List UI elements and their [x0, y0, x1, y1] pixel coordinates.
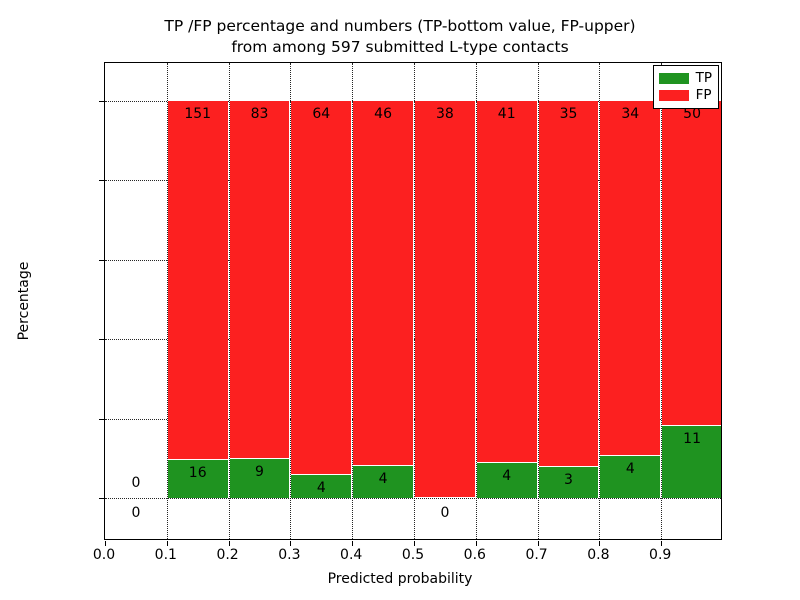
bar-segment-fp — [353, 101, 413, 466]
x-axis-tick-label: 0.8 — [587, 547, 610, 563]
bar-value-label-tp: 0 — [131, 505, 141, 521]
bar-segment-tp — [291, 474, 352, 498]
y-axis-tick — [99, 259, 105, 261]
gridline-vertical — [352, 63, 354, 539]
bar-value-label-fp: 0 — [131, 475, 141, 491]
x-axis-tick-label: 0.1 — [154, 547, 177, 563]
gridline-horizontal — [105, 498, 721, 499]
gridline-vertical — [475, 63, 477, 539]
x-axis-tick — [661, 541, 663, 546]
bar-segment-fp — [600, 101, 661, 456]
gridline-vertical — [599, 63, 601, 539]
bar-segment-tp — [600, 456, 661, 498]
gridline-horizontal — [105, 418, 721, 420]
gridline-vertical — [166, 63, 168, 539]
x-axis-tick-label: 0.4 — [340, 547, 363, 563]
bar-segment-tp — [353, 466, 413, 498]
x-axis-tick — [414, 541, 415, 546]
bar-segment-fp — [538, 101, 599, 466]
x-axis-tick-label: 0.2 — [216, 547, 239, 563]
bar-segment-fp — [291, 101, 352, 474]
legend-label: TP — [695, 69, 712, 86]
bar-segment-fp — [662, 101, 721, 426]
chart-legend: TP FP — [652, 65, 719, 109]
bar-segment-tp — [167, 459, 228, 498]
x-axis-tick-label: 0.7 — [525, 547, 548, 563]
x-axis-tick-label: 0.5 — [401, 547, 425, 563]
bar-segment-fp — [167, 101, 228, 459]
x-axis-tick — [475, 541, 477, 546]
x-axis-tick — [105, 541, 106, 546]
x-axis-label: Predicted probability — [327, 571, 473, 587]
chart-title-line-1: TP /FP percentage and numbers (TP-bottom… — [164, 17, 636, 35]
y-axis-tick — [99, 498, 105, 499]
x-axis-tick-label: 0.9 — [649, 547, 672, 563]
plot-area: 0 0 151 16 83 9 64 4 46 4 38 0 41 4 35 3 34 4 50 11 TP FP — [99, 62, 722, 546]
y-axis-tick — [99, 101, 105, 102]
gridline-vertical — [290, 63, 292, 539]
gridline-vertical — [228, 63, 230, 539]
gridline-horizontal — [105, 259, 721, 261]
bar-segment-fp — [229, 101, 290, 459]
legend-item: FP — [658, 86, 712, 104]
legend-label: FP — [695, 86, 712, 103]
chart-title-line-2: from among 597 submitted L-type contacts — [231, 38, 569, 56]
chart-title: TP /FP percentage and numbers (TP-bottom… — [0, 16, 800, 58]
plot-canvas: 0 0 151 16 83 9 64 4 46 4 38 0 41 4 35 3 34 4 50 11 — [105, 63, 721, 539]
bar-value-label-tp: 0 — [440, 505, 450, 521]
gridline-vertical — [537, 63, 539, 539]
bar-segment-tp — [662, 426, 721, 498]
x-axis-tick — [290, 541, 292, 546]
legend-item: TP — [658, 69, 712, 87]
x-axis-tick — [228, 541, 230, 546]
bar-segment-fp — [476, 101, 537, 462]
x-axis-tick-label: 0.0 — [92, 547, 116, 563]
x-axis-tick — [537, 541, 539, 546]
bar-segment-tp — [229, 459, 290, 498]
gridline-vertical — [414, 63, 415, 539]
y-axis-tick — [99, 180, 105, 182]
y-axis-tick — [99, 339, 105, 341]
legend-swatch-tp-icon — [658, 73, 689, 84]
y-axis-tick — [99, 418, 105, 420]
x-axis-tick-label: 0.6 — [463, 547, 486, 563]
gridline-horizontal — [105, 180, 721, 182]
bar-segment-tp — [476, 462, 537, 498]
bar-segment-tp — [538, 466, 599, 498]
x-axis-tick-label: 0.3 — [278, 547, 301, 563]
x-axis-tick — [352, 541, 354, 546]
y-axis-label: Percentage — [16, 261, 32, 341]
gridline-horizontal — [105, 339, 721, 341]
x-axis-tick — [599, 541, 601, 546]
legend-swatch-fp-icon — [658, 90, 689, 101]
x-axis-tick — [166, 541, 168, 546]
gridline-vertical — [661, 63, 663, 539]
gridline-horizontal — [105, 101, 721, 102]
bar-segment-fp — [415, 101, 475, 497]
